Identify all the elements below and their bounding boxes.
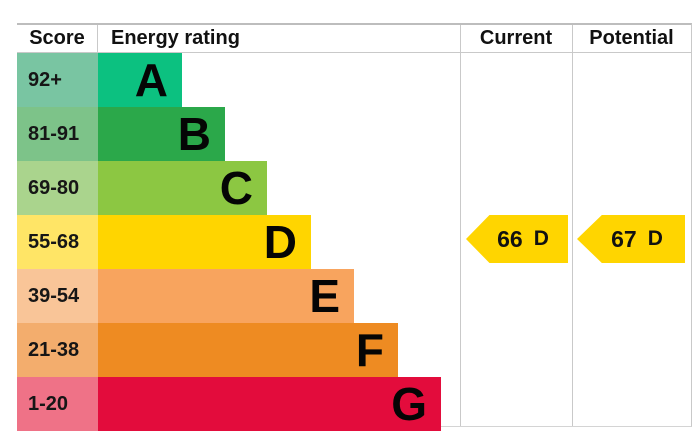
rating-letter: F xyxy=(355,324,384,376)
current-rating-arrow: 66 D xyxy=(466,215,568,263)
rating-letter: G xyxy=(391,378,427,430)
rating-letter: A xyxy=(134,54,168,106)
rating-row: 81-91 B xyxy=(17,107,691,161)
rating-letter: D xyxy=(263,216,297,268)
rating-row: 92+ A xyxy=(17,53,691,107)
score-range: 92+ xyxy=(17,53,98,107)
potential-rating-band: D xyxy=(647,227,663,250)
column-divider-current xyxy=(460,25,461,426)
score-range: 81-91 xyxy=(17,107,98,161)
rating-letter: C xyxy=(219,162,253,214)
epc-rating-chart: Score Energy rating Current Potential 92… xyxy=(17,23,692,431)
header-potential: Potential xyxy=(589,27,674,49)
rating-bar: D xyxy=(98,215,311,269)
rating-bar: F xyxy=(98,323,398,377)
header-current: Current xyxy=(479,27,553,49)
rating-bar: G xyxy=(98,377,441,431)
column-divider-potential xyxy=(572,25,573,426)
rating-row: 39-54 E xyxy=(17,269,691,323)
rating-letter: E xyxy=(309,270,340,322)
rating-bar: A xyxy=(98,53,182,107)
header-score: Score xyxy=(17,25,98,52)
potential-rating-arrow: 67 D xyxy=(577,215,685,263)
rating-row: 69-80 C xyxy=(17,161,691,215)
rating-row: 55-68 D xyxy=(17,215,691,269)
score-range: 21-38 xyxy=(17,323,98,377)
rating-letter: B xyxy=(177,108,211,160)
rating-bar: C xyxy=(98,161,267,215)
score-range: 1-20 xyxy=(17,377,98,431)
rating-bar: B xyxy=(98,107,225,161)
score-range: 39-54 xyxy=(17,269,98,323)
header-energy-rating: Energy rating xyxy=(111,27,240,49)
rating-row: 21-38 F xyxy=(17,323,691,377)
score-range: 55-68 xyxy=(17,215,98,269)
score-range: 69-80 xyxy=(17,161,98,215)
current-rating-value: 66 xyxy=(497,225,523,252)
chart-header: Score Energy rating Current Potential xyxy=(17,25,691,53)
rating-bar: E xyxy=(98,269,354,323)
rating-row: 1-20 G xyxy=(17,377,691,431)
potential-rating-value: 67 xyxy=(611,225,637,252)
current-rating-band: D xyxy=(533,227,549,250)
bands: 92+ A 81-91 B 69-80 C 55-68 D 39-54 E 21… xyxy=(17,53,691,431)
